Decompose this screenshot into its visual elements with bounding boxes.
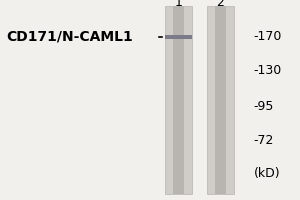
Bar (165, 35, 192, 39)
Text: -170: -170 (254, 30, 282, 44)
Text: -95: -95 (254, 100, 274, 113)
Text: 2: 2 (217, 0, 224, 9)
Text: -72: -72 (254, 134, 274, 148)
Text: (kD): (kD) (254, 168, 280, 180)
Bar (207, 6, 234, 194)
Text: 1: 1 (175, 0, 182, 9)
Bar (165, 6, 192, 194)
Bar (215, 6, 226, 194)
Bar (173, 6, 184, 194)
Text: -130: -130 (254, 64, 282, 77)
Text: CD171/N-CAML1: CD171/N-CAML1 (6, 29, 133, 43)
